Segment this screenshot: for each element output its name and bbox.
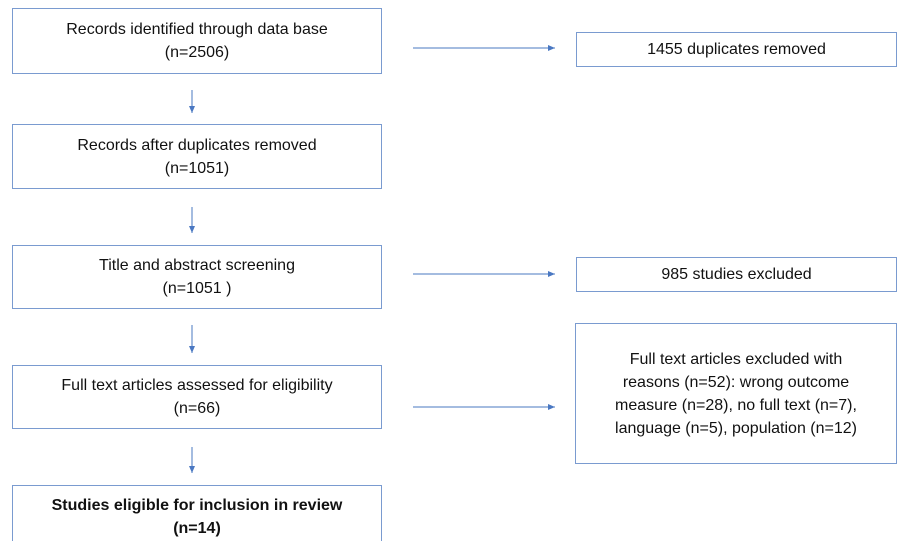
box-text: (n=1051) — [164, 159, 230, 177]
box-text: (n=1051 ) — [162, 280, 232, 297]
box-text: (n=14) — [173, 520, 221, 537]
box: 985 studies excluded — [576, 257, 897, 292]
box: Title and abstract screening (n=1051 ) — [12, 245, 382, 309]
box-text: (n=2506) — [164, 44, 230, 61]
box: Full text articles excluded with reasons… — [575, 323, 897, 464]
box: 1455 duplicates removed — [576, 32, 897, 67]
box: Records identified through data base (n=… — [12, 8, 382, 74]
box: Records after duplicates removed (n=1051… — [12, 124, 382, 189]
box-text: language (n=5), population (n=12) — [615, 419, 857, 437]
box-text: Full text articles excluded with — [629, 350, 843, 368]
box-text: Title and abstract screening — [99, 257, 295, 274]
box: Studies eligible for inclusion in review… — [12, 485, 382, 541]
box-text: reasons (n=52): wrong outcome — [622, 373, 850, 391]
box-text: (n=66) — [173, 400, 221, 417]
box-text: Records after duplicates removed — [77, 136, 317, 154]
box-text: Full text articles assessed for eligibil… — [61, 377, 333, 394]
box: Full text articles assessed for eligibil… — [12, 365, 382, 429]
box-text: 985 studies excluded — [661, 266, 812, 283]
box-text: Records identified through data base — [66, 21, 328, 38]
box-text: measure (n=28), no full text (n=7), — [615, 396, 857, 414]
box-text: Studies eligible for inclusion in review — [51, 497, 343, 514]
box-text: 1455 duplicates removed — [647, 41, 826, 58]
